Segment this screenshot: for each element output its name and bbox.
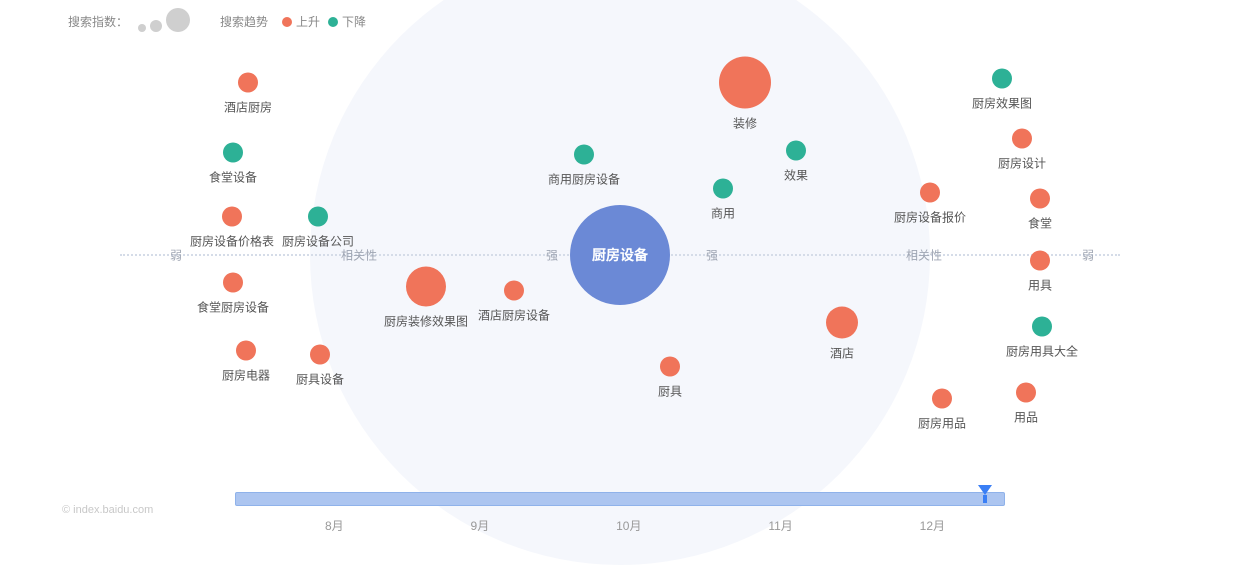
keyword-node[interactable]: 酒店 [826, 307, 858, 362]
keyword-label: 商用厨房设备 [548, 171, 620, 188]
keyword-label: 酒店 [830, 345, 854, 362]
keyword-dot [1030, 189, 1050, 209]
legend-trend-label: 搜索趋势 [220, 13, 268, 30]
keyword-dot [719, 57, 771, 109]
keyword-dot [308, 207, 328, 227]
keyword-label: 食堂 [1028, 215, 1052, 232]
axis-label: 强 [700, 247, 724, 264]
center-keyword[interactable]: 厨房设备 [570, 205, 670, 305]
keyword-dot [223, 273, 243, 293]
keyword-node[interactable]: 商用厨房设备 [548, 145, 620, 188]
keyword-label: 酒店厨房 [224, 99, 272, 116]
keyword-label: 厨房设备公司 [282, 233, 354, 250]
keyword-node[interactable]: 厨房设计 [998, 129, 1046, 172]
legend-down-dot [328, 17, 338, 27]
keyword-node[interactable]: 厨房装修效果图 [384, 267, 468, 330]
keyword-node[interactable]: 厨房设备报价 [894, 183, 966, 226]
keyword-node[interactable]: 效果 [784, 141, 808, 184]
month-label: 8月 [325, 517, 344, 534]
keyword-label: 商用 [711, 205, 735, 222]
legend-size-dot [138, 24, 146, 32]
keyword-dot [932, 389, 952, 409]
keyword-label: 厨房效果图 [972, 95, 1032, 112]
legend-up-text: 上升 [296, 13, 320, 30]
keyword-dot [786, 141, 806, 161]
keyword-dot [713, 179, 733, 199]
keyword-node[interactable]: 酒店厨房设备 [478, 281, 550, 324]
keyword-dot [660, 357, 680, 377]
keyword-node[interactable]: 厨具设备 [296, 345, 344, 388]
month-label: 12月 [920, 517, 945, 534]
keyword-dot [223, 143, 243, 163]
keyword-dot [1032, 317, 1052, 337]
keyword-label: 厨房设计 [998, 155, 1046, 172]
keyword-node[interactable]: 酒店厨房 [224, 73, 272, 116]
timeline-bar[interactable] [235, 492, 1005, 506]
legend-size-label: 搜索指数： [68, 13, 128, 30]
keyword-label: 厨具 [658, 383, 682, 400]
keyword-label: 厨房装修效果图 [384, 313, 468, 330]
keyword-dot [504, 281, 524, 301]
timeline-handle[interactable] [978, 485, 992, 503]
keyword-node[interactable]: 食堂厨房设备 [197, 273, 269, 316]
keyword-label: 厨房设备价格表 [190, 233, 274, 250]
axis-label: 弱 [1076, 247, 1100, 264]
timeline[interactable] [235, 492, 1005, 506]
keyword-label: 厨房电器 [222, 367, 270, 384]
timeline-month-labels: 8月 9月 10月 11月 12月 [235, 517, 1005, 534]
axis-label: 相关性 [900, 247, 948, 264]
keyword-node[interactable]: 厨房用品 [918, 389, 966, 432]
keyword-label: 厨房用具大全 [1006, 343, 1078, 360]
month-label: 10月 [616, 517, 641, 534]
keyword-label: 食堂设备 [209, 169, 257, 186]
keyword-dot [826, 307, 858, 339]
keyword-dot [310, 345, 330, 365]
keyword-node[interactable]: 厨房设备公司 [282, 207, 354, 250]
keyword-dot [406, 267, 446, 307]
keyword-label: 效果 [784, 167, 808, 184]
legend-size-dot [166, 8, 190, 32]
keyword-label: 厨具设备 [296, 371, 344, 388]
legend: 搜索指数： 搜索趋势 上升 下降 [68, 8, 366, 35]
keyword-node[interactable]: 用具 [1028, 251, 1052, 294]
axis-label: 强 [540, 247, 564, 264]
keyword-node[interactable]: 厨具 [658, 357, 682, 400]
keyword-node[interactable]: 厨房效果图 [972, 69, 1032, 112]
keyword-dot [1030, 251, 1050, 271]
keyword-dot [992, 69, 1012, 89]
keyword-node[interactable]: 厨房电器 [222, 341, 270, 384]
axis-label: 弱 [164, 247, 188, 264]
keyword-node[interactable]: 食堂 [1028, 189, 1052, 232]
keyword-dot [238, 73, 258, 93]
keyword-dot [236, 341, 256, 361]
month-label: 11月 [768, 517, 792, 534]
month-label: 9月 [471, 517, 490, 534]
legend-down-text: 下降 [342, 13, 366, 30]
keyword-node[interactable]: 食堂设备 [209, 143, 257, 186]
keyword-dot [222, 207, 242, 227]
keyword-label: 用具 [1028, 277, 1052, 294]
keyword-label: 厨房用品 [918, 415, 966, 432]
keyword-node[interactable]: 用品 [1014, 383, 1038, 426]
keyword-dot [1016, 383, 1036, 403]
keyword-dot [574, 145, 594, 165]
keyword-label: 食堂厨房设备 [197, 299, 269, 316]
keyword-label: 酒店厨房设备 [478, 307, 550, 324]
keyword-dot [920, 183, 940, 203]
footer-credit: © index.baidu.com [62, 504, 153, 516]
keyword-label: 用品 [1014, 409, 1038, 426]
keyword-node[interactable]: 厨房设备价格表 [190, 207, 274, 250]
keyword-node[interactable]: 厨房用具大全 [1006, 317, 1078, 360]
keyword-node[interactable]: 商用 [711, 179, 735, 222]
keyword-label: 厨房设备报价 [894, 209, 966, 226]
bubble-chart: 弱相关性强强相关性弱厨房设备酒店厨房食堂设备厨房设备价格表食堂厨房设备厨房电器厨… [120, 50, 1120, 460]
legend-up-dot [282, 17, 292, 27]
keyword-label: 装修 [733, 115, 757, 132]
legend-size-dot [150, 20, 162, 32]
keyword-dot [1012, 129, 1032, 149]
keyword-node[interactable]: 装修 [719, 57, 771, 132]
